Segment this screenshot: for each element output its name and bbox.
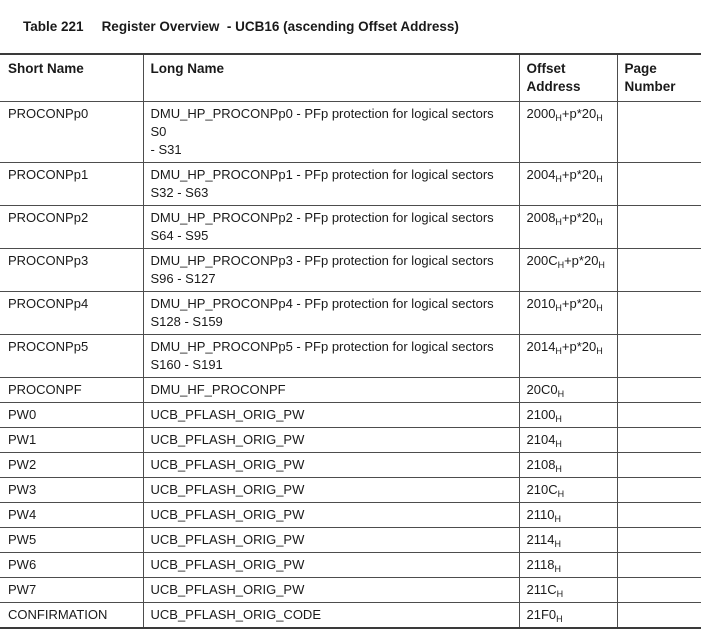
column-header-long-name: Long Name	[143, 54, 520, 102]
short-name-cell: PW2	[0, 452, 144, 478]
offset-address-cell: 2004H+p*20H	[519, 162, 618, 206]
page-number-cell	[617, 452, 701, 478]
table-row: PW2 UCB_PFLASH_ORIG_PW 2108H	[0, 452, 701, 478]
long-name-cell: UCB_PFLASH_ORIG_PW	[143, 552, 520, 578]
short-name-cell: PROCONPp4	[0, 291, 144, 335]
register-overview-table: Short Name Long Name Offset Address Page Nu…	[0, 53, 701, 629]
offset-address-cell: 2110H	[519, 502, 618, 528]
long-name-cell: DMU_HP_PROCONPp0 - PFp protection for lo…	[143, 101, 520, 163]
table-row: PROCONPF DMU_HF_PROCONPF 20C0H	[0, 377, 701, 403]
short-name-cell: PW0	[0, 402, 144, 428]
offset-address-cell: 2010H+p*20H	[519, 291, 618, 335]
long-name-cell: DMU_HP_PROCONPp5 - PFp protection for lo…	[143, 334, 520, 378]
long-name-cell: UCB_PFLASH_ORIG_CODE	[143, 602, 520, 629]
page-number-cell	[617, 248, 701, 292]
offset-address-cell: 2000H+p*20H	[519, 101, 618, 163]
page-number-cell	[617, 101, 701, 163]
table-row: PW6 UCB_PFLASH_ORIG_PW 2118H	[0, 552, 701, 578]
table-caption-title: Register Overview - UCB16 (ascending Off…	[101, 19, 459, 34]
page-number-cell	[617, 205, 701, 249]
short-name-cell: CONFIRMATION	[0, 602, 144, 629]
offset-address-cell: 200CH+p*20H	[519, 248, 618, 292]
page-number-cell	[617, 377, 701, 403]
page-number-cell	[617, 527, 701, 553]
short-name-cell: PROCONPp2	[0, 205, 144, 249]
long-name-cell: UCB_PFLASH_ORIG_PW	[143, 452, 520, 478]
header-row: Short Name Long Name Offset Address Page Nu…	[0, 54, 701, 102]
table-row: PW4 UCB_PFLASH_ORIG_PW 2110H	[0, 502, 701, 528]
offset-address-cell: 2008H+p*20H	[519, 205, 618, 249]
column-header-short-name: Short Name	[0, 54, 144, 102]
short-name-cell: PW6	[0, 552, 144, 578]
offset-address-cell: 2114H	[519, 527, 618, 553]
long-name-cell: DMU_HP_PROCONPp1 - PFp protection for lo…	[143, 162, 520, 206]
table-row: PROCONPp3 DMU_HP_PROCONPp3 - PFp protecti…	[0, 248, 701, 292]
short-name-cell: PROCONPp1	[0, 162, 144, 206]
long-name-cell: DMU_HF_PROCONPF	[143, 377, 520, 403]
long-name-cell: DMU_HP_PROCONPp4 - PFp protection for lo…	[143, 291, 520, 335]
table-row: CONFIRMATION UCB_PFLASH_ORIG_CODE 21F0H	[0, 602, 701, 629]
offset-address-cell: 2108H	[519, 452, 618, 478]
short-name-cell: PW5	[0, 527, 144, 553]
table-row: PROCONPp0 DMU_HP_PROCONPp0 - PFp protecti…	[0, 101, 701, 163]
long-name-cell: UCB_PFLASH_ORIG_PW	[143, 402, 520, 428]
page-number-cell	[617, 477, 701, 503]
page-number-cell	[617, 552, 701, 578]
page-number-cell	[617, 162, 701, 206]
table-row: PW1 UCB_PFLASH_ORIG_PW 2104H	[0, 427, 701, 453]
long-name-cell: UCB_PFLASH_ORIG_PW	[143, 477, 520, 503]
table-row: PW5 UCB_PFLASH_ORIG_PW 2114H	[0, 527, 701, 553]
short-name-cell: PROCONPp3	[0, 248, 144, 292]
offset-address-cell: 20C0H	[519, 377, 618, 403]
page-number-cell	[617, 291, 701, 335]
page-number-cell	[617, 602, 701, 629]
short-name-cell: PW4	[0, 502, 144, 528]
table-caption: Table 221 Register Overview - UCB16 (asce…	[0, 0, 701, 53]
short-name-cell: PROCONPp0	[0, 101, 144, 163]
long-name-cell: UCB_PFLASH_ORIG_PW	[143, 502, 520, 528]
short-name-cell: PW7	[0, 577, 144, 603]
page-number-cell	[617, 427, 701, 453]
offset-address-cell: 211CH	[519, 577, 618, 603]
offset-address-cell: 210CH	[519, 477, 618, 503]
table-header: Short Name Long Name Offset Address Page Nu…	[0, 54, 701, 102]
offset-address-cell: 2104H	[519, 427, 618, 453]
table-caption-label: Table 221	[23, 19, 84, 34]
page-number-cell	[617, 577, 701, 603]
column-header-page-number: Page Number	[617, 54, 701, 102]
long-name-cell: DMU_HP_PROCONPp2 - PFp protection for lo…	[143, 205, 520, 249]
short-name-cell: PROCONPp5	[0, 334, 144, 378]
table-row: PROCONPp2 DMU_HP_PROCONPp2 - PFp protecti…	[0, 205, 701, 249]
page-number-cell	[617, 502, 701, 528]
table-row: PW0 UCB_PFLASH_ORIG_PW 2100H	[0, 402, 701, 428]
table-row: PROCONPp1 DMU_HP_PROCONPp1 - PFp protecti…	[0, 162, 701, 206]
long-name-cell: DMU_HP_PROCONPp3 - PFp protection for lo…	[143, 248, 520, 292]
short-name-cell: PW1	[0, 427, 144, 453]
long-name-cell: UCB_PFLASH_ORIG_PW	[143, 527, 520, 553]
long-name-cell: UCB_PFLASH_ORIG_PW	[143, 427, 520, 453]
offset-address-cell: 2100H	[519, 402, 618, 428]
table-row: PROCONPp4 DMU_HP_PROCONPp4 - PFp protecti…	[0, 291, 701, 335]
table-row: PW3 UCB_PFLASH_ORIG_PW 210CH	[0, 477, 701, 503]
column-header-offset-address: Offset Address	[519, 54, 618, 102]
short-name-cell: PROCONPF	[0, 377, 144, 403]
offset-address-cell: 21F0H	[519, 602, 618, 629]
short-name-cell: PW3	[0, 477, 144, 503]
offset-address-cell: 2118H	[519, 552, 618, 578]
page-number-cell	[617, 334, 701, 378]
page-number-cell	[617, 402, 701, 428]
offset-address-cell: 2014H+p*20H	[519, 334, 618, 378]
table-row: PROCONPp5 DMU_HP_PROCONPp5 - PFp protecti…	[0, 334, 701, 378]
table-row: PW7 UCB_PFLASH_ORIG_PW 211CH	[0, 577, 701, 603]
long-name-cell: UCB_PFLASH_ORIG_PW	[143, 577, 520, 603]
table-body: PROCONPp0 DMU_HP_PROCONPp0 - PFp protecti…	[0, 101, 701, 629]
